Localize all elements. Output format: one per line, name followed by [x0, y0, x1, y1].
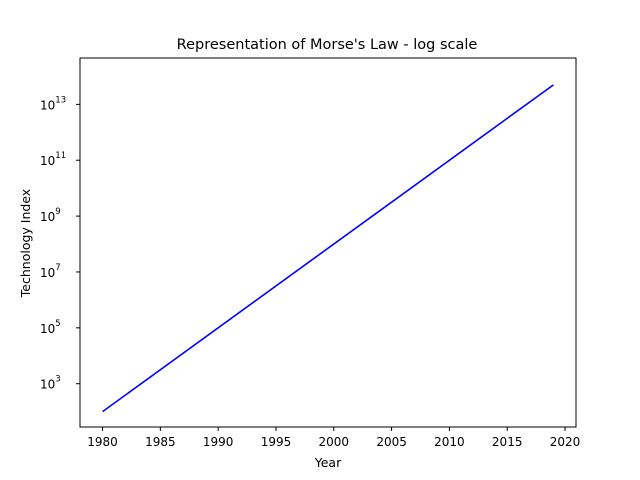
y-tick-exponent: 3 — [55, 375, 60, 385]
y-tick-exponent: 7 — [55, 263, 60, 273]
series-line — [102, 84, 554, 413]
y-tick-base: 10 — [40, 266, 55, 280]
x-tick-label: 2020 — [550, 435, 581, 449]
y-tick-base: 10 — [40, 210, 55, 224]
y-tick-exponent: 11 — [55, 151, 66, 161]
y-tick-base: 10 — [40, 378, 55, 392]
y-tick-base: 10 — [40, 154, 55, 168]
y-tick-exponent: 5 — [55, 319, 60, 329]
x-axis: 1980 1985 1990 1995 2000 2005 2010 2015 2020 — [87, 427, 580, 449]
y-tick-label: 109 — [40, 207, 61, 224]
x-tick-label: 2000 — [319, 435, 350, 449]
x-axis-label: Year — [314, 455, 342, 470]
y-tick-exponent: 9 — [55, 207, 60, 217]
y-tick-exponent: 13 — [55, 95, 66, 105]
y-tick-label: 1011 — [40, 151, 66, 168]
y-tick-base: 10 — [40, 98, 55, 112]
y-tick-label: 1013 — [40, 95, 66, 112]
y-tick-label: 105 — [40, 319, 61, 336]
x-tick-label: 1985 — [145, 435, 176, 449]
chart-title: Representation of Morse's Law - log scal… — [177, 37, 478, 53]
x-tick-label: 1995 — [261, 435, 292, 449]
x-tick-label: 2015 — [492, 435, 523, 449]
plot-frame — [79, 57, 577, 428]
x-tick-label: 1980 — [87, 435, 118, 449]
x-tick-label: 2005 — [376, 435, 407, 449]
y-tick-label: 103 — [40, 375, 61, 392]
y-tick-label: 107 — [40, 263, 61, 280]
x-tick-label: 2010 — [434, 435, 465, 449]
y-tick-base: 10 — [40, 322, 55, 336]
x-tick-label: 1990 — [203, 435, 234, 449]
y-axis-label: Technology Index — [18, 189, 33, 298]
